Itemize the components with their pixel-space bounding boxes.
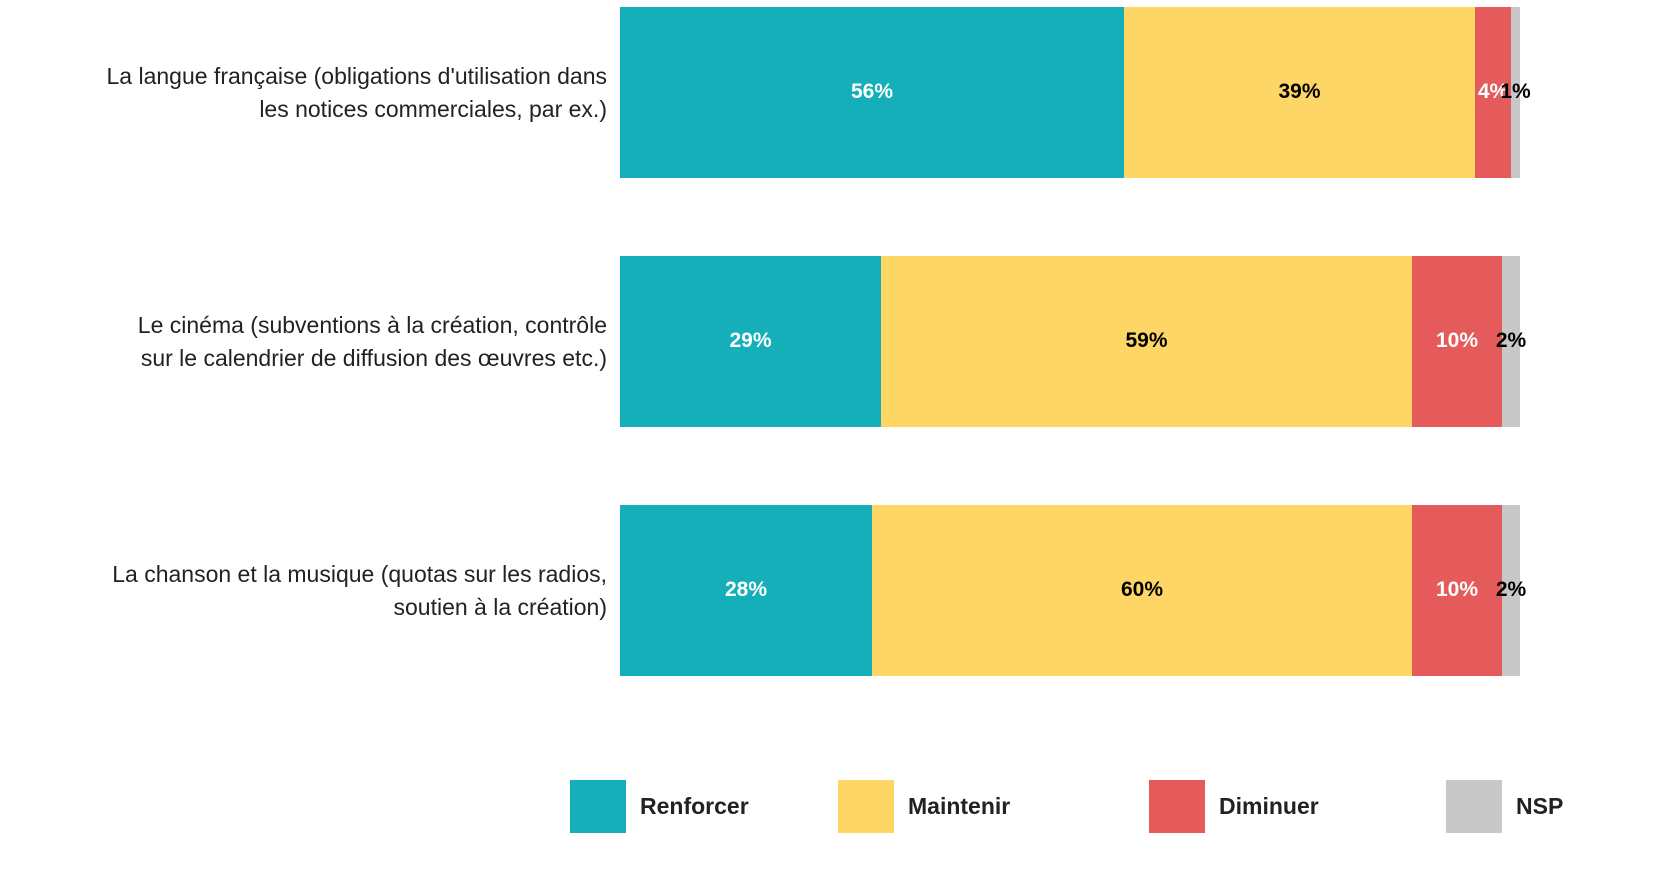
legend-label: Maintenir [908, 793, 1010, 819]
bar-segment [1502, 256, 1520, 427]
legend-swatch [838, 780, 894, 833]
value-label: 2% [1496, 578, 1527, 601]
value-label: 59% [1125, 329, 1167, 352]
legend-swatch [1446, 780, 1502, 833]
category-label: La langue française (obligations d'utili… [106, 62, 608, 122]
bar-segment [620, 256, 881, 427]
value-label: 1% [1500, 80, 1531, 103]
bar-segment [1412, 505, 1502, 676]
value-label: 60% [1121, 578, 1163, 601]
value-label: 2% [1496, 329, 1527, 352]
bar-segment [1511, 7, 1520, 178]
bar-segment [872, 505, 1412, 676]
bar-segment [1475, 7, 1511, 178]
value-label: 29% [729, 329, 771, 352]
legend-swatch [570, 780, 626, 833]
value-label: 4% [1478, 80, 1509, 103]
value-label: 10% [1436, 329, 1478, 352]
bar-segment [1412, 256, 1502, 427]
bar-segment [620, 505, 872, 676]
category-label: La chanson et la musique (quotas sur les… [112, 560, 607, 620]
value-label: 28% [725, 578, 767, 601]
bar-segment [1124, 7, 1475, 178]
legend-swatch [1149, 780, 1205, 833]
legend-label: Renforcer [640, 793, 749, 819]
value-label: 56% [851, 80, 893, 103]
category-label: Le cinéma (subventions à la création, co… [137, 311, 607, 371]
value-label: 10% [1436, 578, 1478, 601]
value-label: 39% [1278, 80, 1320, 103]
legend-label: Diminuer [1219, 793, 1319, 819]
bar-segment [881, 256, 1412, 427]
legend-label: NSP [1516, 793, 1563, 819]
bar-segment [1502, 505, 1520, 676]
bar-segment [620, 7, 1124, 178]
